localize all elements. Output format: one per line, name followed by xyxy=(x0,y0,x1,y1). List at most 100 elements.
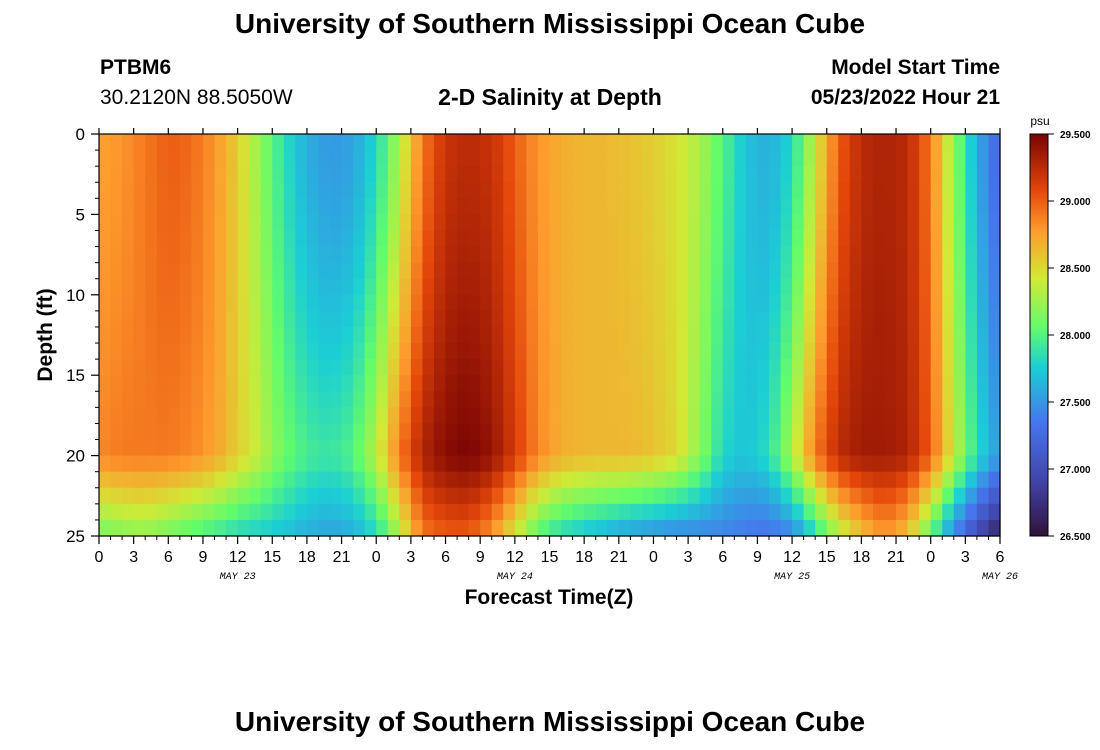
heatmap-cell xyxy=(907,278,920,296)
heatmap-cell xyxy=(480,198,493,215)
heatmap-cell xyxy=(734,359,747,376)
heatmap-cell xyxy=(99,230,112,248)
heatmap-cell xyxy=(976,310,990,328)
x-tick-label: 15 xyxy=(818,549,836,566)
heatmap-cell xyxy=(457,230,470,248)
heatmap-cell xyxy=(792,246,805,264)
heatmap-cell xyxy=(896,134,909,151)
heatmap-cell xyxy=(249,246,262,264)
heatmap-cell xyxy=(168,519,181,537)
heatmap-cell xyxy=(330,230,343,248)
heatmap-cell xyxy=(202,182,216,199)
heatmap-cell xyxy=(884,150,897,167)
heatmap-cell xyxy=(272,439,285,457)
heatmap-cell xyxy=(260,326,273,344)
heatmap-cell xyxy=(976,487,990,505)
heatmap-cell xyxy=(595,375,608,392)
heatmap-cell xyxy=(757,407,770,425)
heatmap-cell xyxy=(341,503,354,521)
heatmap-cell xyxy=(722,214,735,232)
heatmap-cell xyxy=(272,134,285,151)
heatmap-cell xyxy=(896,359,909,376)
heatmap-cell xyxy=(99,471,112,489)
heatmap-cell xyxy=(295,359,308,376)
heatmap-cell xyxy=(191,262,204,280)
heatmap-cell xyxy=(468,262,481,280)
heatmap-cell xyxy=(584,230,597,248)
heatmap-cell xyxy=(422,182,435,199)
heatmap-cell xyxy=(318,326,331,344)
heatmap-cell xyxy=(99,359,112,376)
heatmap-cell xyxy=(202,198,216,215)
heatmap-cell xyxy=(757,246,770,264)
heatmap-cell xyxy=(202,439,216,457)
heatmap-cell xyxy=(168,359,181,376)
heatmap-cell xyxy=(699,375,712,392)
heatmap-cell xyxy=(260,198,273,215)
heatmap-cell xyxy=(168,310,181,328)
heatmap-cell xyxy=(676,471,689,489)
heatmap-cell xyxy=(110,455,123,473)
heatmap-cell xyxy=(861,407,874,425)
heatmap-cell xyxy=(607,166,620,183)
heatmap-cell xyxy=(318,519,331,537)
heatmap-cell xyxy=(156,214,169,232)
heatmap-cell xyxy=(745,439,759,457)
heatmap-cell xyxy=(572,439,585,457)
heatmap-cell xyxy=(595,246,608,264)
heatmap-cell xyxy=(341,198,354,215)
heatmap-cell xyxy=(653,519,666,537)
heatmap-cell xyxy=(364,455,377,473)
heatmap-cell xyxy=(202,150,216,167)
heatmap-cell xyxy=(896,262,909,280)
heatmap-cell xyxy=(422,359,435,376)
heatmap-cell xyxy=(919,198,932,215)
heatmap-cell xyxy=(283,214,296,232)
heatmap-cell xyxy=(884,391,897,408)
x-tick-label: 6 xyxy=(164,549,173,566)
heatmap-cell xyxy=(237,182,250,199)
heatmap-cell xyxy=(607,214,620,232)
heatmap-cell xyxy=(341,439,354,457)
heatmap-cell xyxy=(179,310,193,328)
heatmap-cell xyxy=(780,375,793,392)
day-label: MAY 25 xyxy=(774,572,810,583)
heatmap-cell xyxy=(526,182,539,199)
heatmap-cell xyxy=(641,391,655,408)
heatmap-cell xyxy=(226,214,239,232)
heatmap-cell xyxy=(826,423,839,441)
heatmap-cell xyxy=(884,375,897,392)
heatmap-cell xyxy=(376,487,389,505)
heatmap-cell xyxy=(445,310,458,328)
heatmap-cell xyxy=(561,198,574,215)
heatmap-cell xyxy=(514,391,527,408)
heatmap-cell xyxy=(607,455,620,473)
heatmap-cell xyxy=(226,278,239,296)
heatmap-cell xyxy=(942,423,955,441)
heatmap-cell xyxy=(272,214,285,232)
heatmap-cell xyxy=(399,487,412,505)
heatmap-cell xyxy=(641,519,655,537)
heatmap-cell xyxy=(584,455,597,473)
heatmap-cell xyxy=(272,182,285,199)
heatmap-cell xyxy=(341,278,354,296)
heatmap-cell xyxy=(838,326,851,344)
heatmap-cell xyxy=(364,423,377,441)
heatmap-cell xyxy=(364,278,377,296)
heatmap-cell xyxy=(711,391,724,408)
x-tick-label: 6 xyxy=(996,549,1005,566)
heatmap-cell xyxy=(976,391,990,408)
heatmap-cell xyxy=(711,198,724,215)
heatmap-cell xyxy=(410,503,424,521)
heatmap-cell xyxy=(572,519,585,537)
heatmap-cell xyxy=(457,246,470,264)
heatmap-cell xyxy=(861,182,874,199)
heatmap-cell xyxy=(815,230,828,248)
heatmap-cell xyxy=(618,294,631,312)
heatmap-cell xyxy=(318,455,331,473)
heatmap-cell xyxy=(202,375,216,392)
heatmap-cell xyxy=(272,503,285,521)
heatmap-cell xyxy=(549,423,562,441)
heatmap-cell xyxy=(422,423,435,441)
heatmap-cell xyxy=(595,519,608,537)
